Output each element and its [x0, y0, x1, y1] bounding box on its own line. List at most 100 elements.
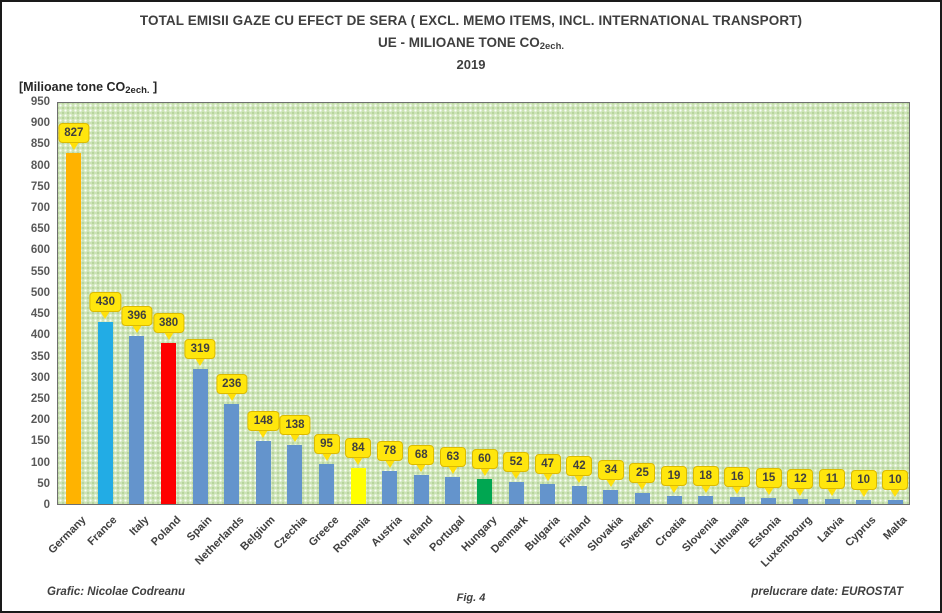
value-callout-greece: 95 [313, 433, 340, 454]
callout-stem-greece [321, 452, 332, 461]
callout-stem-cyprus [858, 488, 869, 497]
bar-estonia [761, 497, 777, 504]
bar-lithuania [729, 497, 745, 504]
bar-italy [129, 336, 145, 504]
bar-greece [319, 463, 335, 504]
callout-stem-croatia [669, 484, 680, 493]
callout-stem-romania [353, 457, 364, 466]
chart-title-year: 2019 [456, 57, 486, 72]
value-callout-luxembourg: 12 [787, 468, 814, 489]
y-tick-250: 250 [30, 392, 50, 405]
callout-stem-lithuania [732, 486, 743, 495]
value-callout-denmark: 52 [503, 451, 530, 472]
figure-number: Fig. 4 [456, 592, 486, 604]
bar-luxembourg [792, 498, 808, 504]
y-tick-850: 850 [30, 138, 50, 151]
bar-netherlands [224, 403, 240, 504]
y-tick-650: 650 [30, 223, 50, 236]
chart-title-line2: UE - MILIOANE TONE CO2ech. [2, 35, 940, 52]
chart-title-line2-subscript: 2ech. [539, 41, 565, 52]
value-callout-croatia: 19 [661, 465, 688, 486]
bar-denmark [508, 481, 524, 504]
callout-stem-latvia [827, 488, 838, 497]
bar-romania [350, 468, 366, 504]
bar-belgium [255, 441, 271, 504]
footer-source: prelucrare date: EUROSTAT [751, 586, 903, 598]
value-callout-spain: 319 [184, 338, 216, 359]
callout-stem-slovenia [700, 485, 711, 494]
callout-stem-luxembourg [795, 487, 806, 496]
callout-stem-sweden [637, 482, 648, 491]
value-callout-sweden: 25 [629, 463, 656, 484]
y-axis-title-text: [Milioane tone CO [19, 80, 126, 94]
callout-stem-germany [68, 142, 79, 151]
value-callout-france: 430 [89, 291, 121, 312]
y-tick-150: 150 [30, 435, 50, 448]
chart-title-line2-text: UE - MILIOANE TONE CO [377, 35, 540, 50]
callout-stem-italy [131, 325, 142, 334]
y-tick-300: 300 [30, 371, 50, 384]
value-callout-germany: 827 [58, 123, 90, 144]
y-tick-900: 900 [30, 117, 50, 130]
bar-sweden [634, 493, 650, 504]
value-callout-slovakia: 34 [597, 459, 624, 480]
y-tick-100: 100 [30, 456, 50, 469]
value-callout-netherlands: 236 [216, 373, 248, 394]
callout-stem-netherlands [226, 392, 237, 401]
bar-ireland [413, 475, 429, 504]
value-callout-finland: 42 [566, 456, 593, 477]
value-callout-belgium: 148 [247, 411, 279, 432]
y-tick-0: 0 [43, 499, 50, 511]
y-tick-350: 350 [30, 350, 50, 363]
y-tick-800: 800 [30, 159, 50, 172]
value-callout-hungary: 60 [471, 448, 498, 469]
bar-cyprus [856, 499, 872, 504]
bar-austria [382, 470, 398, 504]
bar-germany [66, 153, 82, 504]
bar-malta [887, 499, 903, 504]
y-tick-750: 750 [30, 180, 50, 193]
callout-stem-portugal [447, 466, 458, 475]
value-callout-slovenia: 18 [692, 466, 719, 487]
callout-stem-denmark [511, 470, 522, 479]
value-callout-austria: 78 [376, 440, 403, 461]
callout-stem-slovakia [605, 478, 616, 487]
y-tick-450: 450 [30, 308, 50, 321]
bar-czechia [287, 445, 303, 504]
bar-latvia [824, 499, 840, 504]
bar-finland [571, 486, 587, 504]
value-callout-italy: 396 [121, 306, 153, 327]
bar-bulgaria [540, 484, 556, 504]
bar-slovakia [603, 489, 619, 504]
value-callout-estonia: 15 [755, 467, 782, 488]
value-callout-malta: 10 [882, 469, 909, 490]
y-axis-title: [Milioane tone CO2ech. ] [19, 80, 157, 96]
bar-slovenia [698, 496, 714, 504]
callout-stem-hungary [479, 467, 490, 476]
callout-stem-poland [163, 331, 174, 340]
bar-portugal [445, 477, 461, 504]
y-axis-title-subscript: 2ech. [125, 85, 150, 96]
y-tick-500: 500 [30, 286, 50, 299]
callout-stem-belgium [258, 430, 269, 439]
value-callout-portugal: 63 [439, 447, 466, 468]
callout-stem-finland [574, 475, 585, 484]
callout-stem-bulgaria [542, 473, 553, 482]
y-tick-400: 400 [30, 329, 50, 342]
chart-title-line1: TOTAL EMISII GAZE CU EFECT DE SERA ( EXC… [139, 13, 803, 28]
value-callout-romania: 84 [345, 438, 372, 459]
y-axis-title-suffix: ] [149, 80, 158, 94]
callout-stem-austria [384, 459, 395, 468]
bar-spain [192, 368, 208, 504]
bar-poland [161, 342, 177, 504]
value-callout-lithuania: 16 [724, 467, 751, 488]
callout-stem-ireland [416, 464, 427, 473]
plot-area: 827 430 396 380 319 236 148 138 95 84 78 68 63 60 52 47… [57, 102, 910, 505]
value-callout-czechia: 138 [279, 415, 311, 436]
y-tick-50: 50 [37, 477, 50, 490]
value-callout-cyprus: 10 [850, 469, 877, 490]
bar-france [97, 321, 113, 504]
y-tick-550: 550 [30, 265, 50, 278]
callout-stem-spain [195, 357, 206, 366]
